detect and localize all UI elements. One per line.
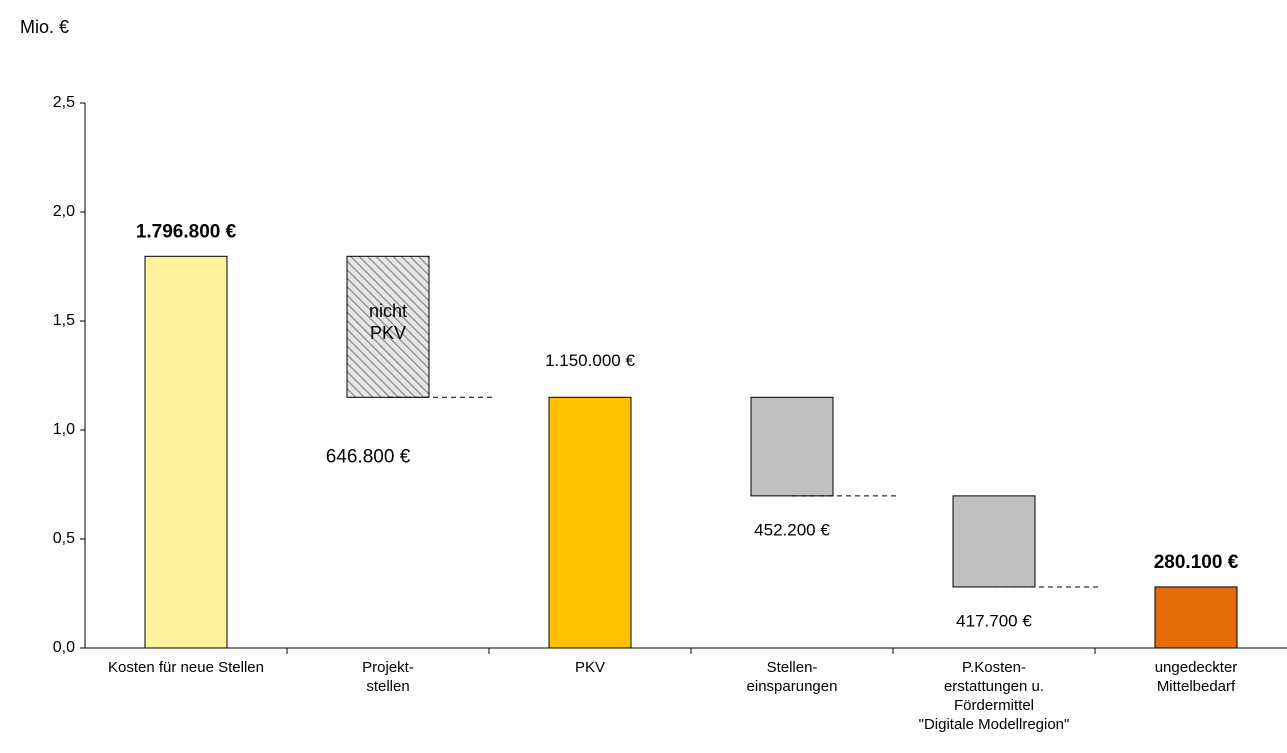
value-label: 452.200 € [754,520,830,539]
value-label: 417.700 € [956,611,1032,630]
y-tick-label: 2,5 [53,94,75,111]
y-tick-label: 1,5 [53,312,75,329]
x-tick-label: Stellen- [767,659,818,676]
x-tick-label: Mittelbedarf [1157,678,1236,695]
value-label: 1.150.000 € [545,351,635,370]
x-tick-label: Kosten für neue Stellen [108,659,264,676]
y-tick-label: 0,0 [53,639,75,656]
x-tick-label: erstattungen u. [944,678,1044,695]
x-tick-label: Projekt- [362,659,414,676]
y-tick-label: 2,0 [53,203,75,220]
x-tick-label: ungedeckter [1155,659,1238,676]
bar [548,396,632,649]
x-tick-label: "Digitale Modellregion" [919,716,1070,733]
annotation: nicht [369,301,407,321]
annotation: PKV [370,323,406,343]
bar [1154,586,1238,649]
x-tick-label: Fördermittel [954,697,1034,714]
bar [952,495,1036,588]
value-label: 646.800 € [326,446,411,467]
value-label: 1.796.800 € [136,221,237,242]
bar [144,255,228,649]
y-tick-label: 1,0 [53,421,75,438]
value-label: 280.100 € [1154,552,1239,573]
bar [346,255,430,398]
bar [750,396,834,497]
x-tick-label: P.Kosten- [962,659,1026,676]
x-tick-label: einsparungen [747,678,838,695]
x-tick-label: stellen [366,678,409,695]
y-axis-label: Mio. € [20,17,69,37]
x-tick-label: PKV [575,659,605,676]
y-tick-label: 0,5 [53,530,75,547]
